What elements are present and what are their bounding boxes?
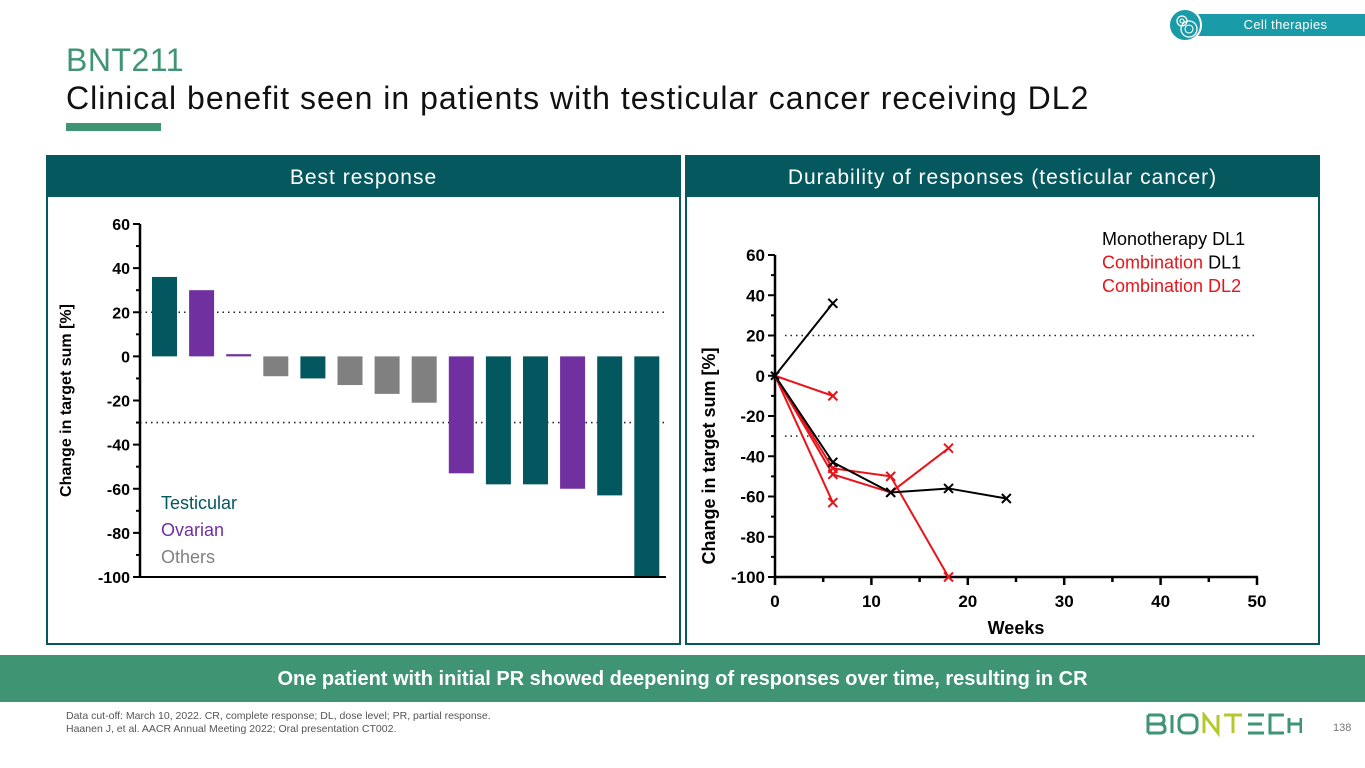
series-line <box>774 302 834 377</box>
y-tick-label: 0 <box>121 349 130 366</box>
biontech-logo <box>1146 710 1303 743</box>
x-tick-label: 30 <box>1055 592 1074 611</box>
y-axis-label: Change in target sum [%] <box>699 347 719 564</box>
title-underline <box>66 123 161 131</box>
legend-item: Monotherapy DL1 <box>1102 229 1245 249</box>
y-tick-label: 20 <box>746 327 765 346</box>
y-tick-label: 60 <box>746 246 765 265</box>
y-tick-label: -40 <box>740 447 765 466</box>
legend-item: Combination DL2 <box>1102 276 1241 296</box>
page-title: Clinical benefit seen in patients with t… <box>66 80 1090 116</box>
marker-stroke <box>943 483 954 494</box>
y-tick-label: -40 <box>107 438 130 455</box>
footnote: Data cut-off: March 10, 2022. CR, comple… <box>66 710 491 722</box>
marker-stroke <box>885 487 896 498</box>
bar-ovarian <box>560 356 586 489</box>
marker-stroke <box>827 298 839 309</box>
key-message-banner: One patient with initial PR showed deepe… <box>0 655 1365 702</box>
marker-stroke <box>770 371 780 381</box>
marker-stroke <box>827 390 839 402</box>
spider-chart: 60 40 20 0 -20 -40 -60 -80 -100 0 10 20 30 40 50 Weeks C… <box>699 229 1267 638</box>
bar-others <box>411 356 437 403</box>
marker-stroke <box>1001 493 1012 504</box>
legend-text: Monotherapy DL1 <box>1102 229 1245 249</box>
x-axis-label: Weeks <box>988 618 1045 638</box>
data-point-marker <box>827 390 839 402</box>
bar-others <box>263 356 289 377</box>
data-point-marker <box>827 298 839 309</box>
marker-stroke <box>827 457 839 468</box>
data-point-marker <box>885 471 896 482</box>
panel-title: Best response <box>48 157 679 197</box>
bar-testicular <box>485 356 511 485</box>
y-tick-label: -60 <box>107 482 130 499</box>
y-tick-label: -100 <box>731 568 765 587</box>
y-tick-label: 40 <box>746 286 765 305</box>
bar-others <box>337 356 363 386</box>
y-tick-label: -80 <box>740 528 765 547</box>
section-tag: Cell therapies <box>1168 8 1365 42</box>
y-tick-label: -100 <box>98 570 130 587</box>
bar-testicular <box>597 356 623 496</box>
legend-text: Combination <box>1102 253 1203 273</box>
series-line <box>774 375 1007 500</box>
marker-stroke <box>827 497 839 508</box>
page-number: 138 <box>1333 722 1352 734</box>
legend-text: Combination DL2 <box>1102 276 1241 296</box>
legend-item: Combination DL1 <box>1102 253 1241 273</box>
bar-testicular <box>300 356 326 379</box>
y-tick-label: 20 <box>112 305 130 322</box>
origin-marker <box>770 371 780 381</box>
bar-testicular <box>152 276 177 357</box>
bar-ovarian <box>189 290 215 357</box>
series-line <box>774 375 950 494</box>
data-point-marker <box>1001 493 1012 504</box>
panel-title: Durability of responses (testicular canc… <box>687 157 1318 197</box>
bar-ovarian <box>448 356 474 474</box>
series-line <box>774 375 950 578</box>
cells-icon <box>1168 8 1202 42</box>
marker-stroke <box>943 571 954 583</box>
bar-testicular <box>523 356 548 485</box>
y-tick-label: 0 <box>756 367 765 386</box>
pretitle: BNT211 <box>66 42 185 78</box>
x-tick-label: 10 <box>862 592 881 611</box>
data-point-marker <box>943 483 954 494</box>
x-tick-label: 20 <box>958 592 977 611</box>
data-point-marker <box>943 442 954 454</box>
bar-others <box>374 356 400 394</box>
x-tick-label: 40 <box>1151 592 1170 611</box>
y-tick-label: -80 <box>107 526 130 543</box>
y-tick-label: 60 <box>112 217 130 234</box>
y-tick-label: -20 <box>740 407 765 426</box>
data-point-marker <box>885 487 896 498</box>
section-tag-label: Cell therapies <box>1188 14 1365 36</box>
best-response-panel: Best response 60 40 20 0 -20 -40 -60 -80 -100 Cha… <box>46 155 681 645</box>
data-point-marker <box>943 571 954 583</box>
waterfall-chart: 60 40 20 0 -20 -40 -60 -80 -100 Change in target … <box>58 217 666 587</box>
legend-item-ovarian: Ovarian <box>161 520 224 540</box>
series-line <box>774 374 834 397</box>
x-tick-label: 50 <box>1248 592 1267 611</box>
footnote: Haanen J, et al. AACR Annual Meeting 202… <box>66 723 397 735</box>
series-line <box>774 375 834 503</box>
y-tick-label: 40 <box>112 261 130 278</box>
durability-panel: Durability of responses (testicular canc… <box>685 155 1320 645</box>
legend-text: DL1 <box>1203 253 1241 273</box>
data-point-marker <box>827 457 839 468</box>
x-tick-label: 0 <box>770 592 779 611</box>
y-axis-label: Change in target sum [%] <box>58 304 75 497</box>
marker-stroke <box>885 471 896 482</box>
bar-testicular <box>634 356 660 577</box>
marker-stroke <box>943 442 954 454</box>
data-point-marker <box>827 497 839 508</box>
bar-ovarian <box>226 354 252 357</box>
y-tick-label: -60 <box>740 488 765 507</box>
legend-item-others: Others <box>161 547 215 567</box>
y-tick-label: -20 <box>107 394 130 411</box>
data-point-marker <box>827 469 839 480</box>
legend-item-testicular: Testicular <box>161 493 237 513</box>
marker-stroke <box>827 469 839 480</box>
